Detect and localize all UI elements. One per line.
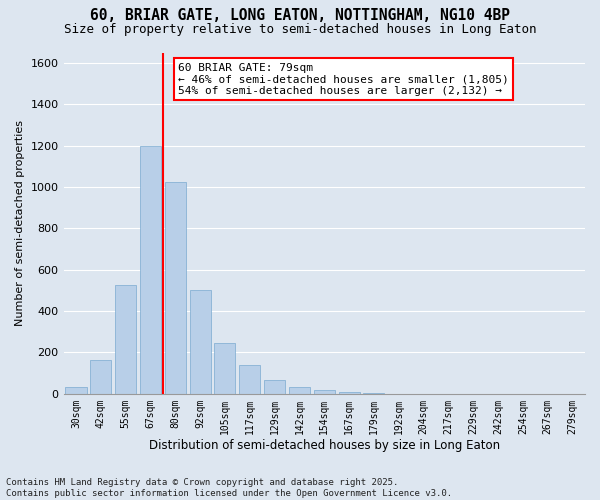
Text: 60 BRIAR GATE: 79sqm
← 46% of semi-detached houses are smaller (1,805)
54% of se: 60 BRIAR GATE: 79sqm ← 46% of semi-detac… [178, 62, 509, 96]
Bar [364, 393, 385, 394]
Bar [190, 290, 211, 394]
Bar [90, 360, 112, 394]
Bar [165, 182, 186, 394]
Bar [239, 365, 260, 394]
Bar [314, 390, 335, 394]
Bar [214, 343, 235, 394]
X-axis label: Distribution of semi-detached houses by size in Long Eaton: Distribution of semi-detached houses by … [149, 440, 500, 452]
Bar [338, 392, 359, 394]
Bar [140, 146, 161, 394]
Bar [264, 380, 285, 394]
Y-axis label: Number of semi-detached properties: Number of semi-detached properties [15, 120, 25, 326]
Text: 60, BRIAR GATE, LONG EATON, NOTTINGHAM, NG10 4BP: 60, BRIAR GATE, LONG EATON, NOTTINGHAM, … [90, 8, 510, 22]
Text: Contains HM Land Registry data © Crown copyright and database right 2025.
Contai: Contains HM Land Registry data © Crown c… [6, 478, 452, 498]
Bar [115, 285, 136, 394]
Bar [65, 386, 86, 394]
Bar [289, 386, 310, 394]
Text: Size of property relative to semi-detached houses in Long Eaton: Size of property relative to semi-detach… [64, 22, 536, 36]
